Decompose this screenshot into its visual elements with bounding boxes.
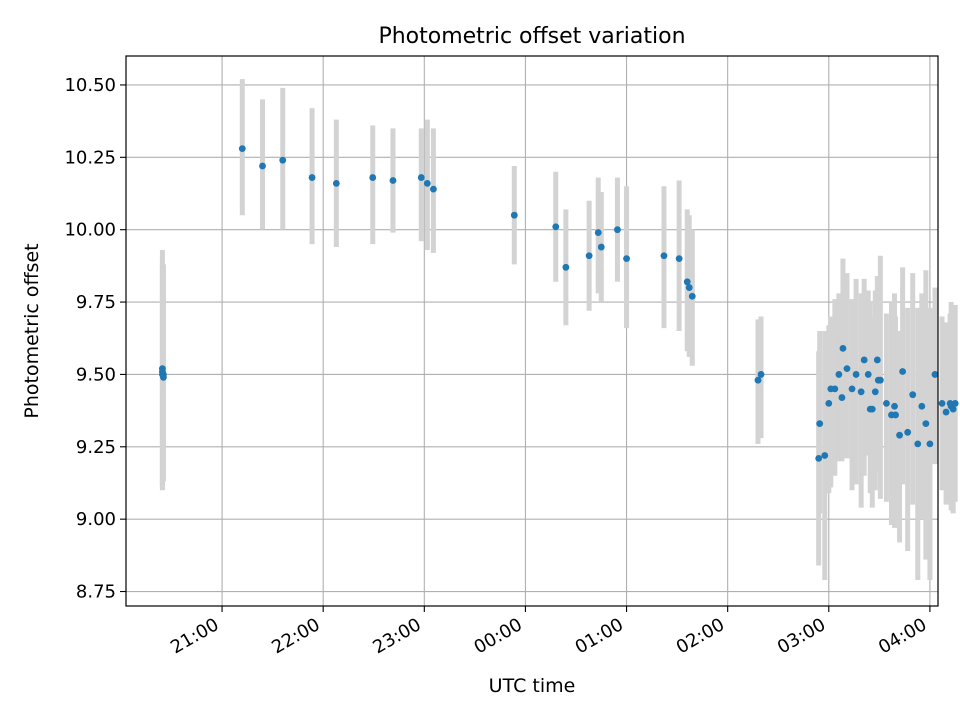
data-point bbox=[904, 428, 912, 436]
data-point bbox=[949, 405, 957, 413]
data-point bbox=[159, 371, 166, 378]
data-point bbox=[909, 391, 917, 399]
plot-frame bbox=[125, 55, 939, 607]
data-point bbox=[835, 371, 843, 378]
data-point bbox=[562, 263, 570, 271]
data-point bbox=[430, 185, 437, 193]
data-point bbox=[848, 385, 856, 393]
data-point bbox=[951, 399, 959, 407]
data-point bbox=[839, 344, 847, 352]
data-point bbox=[585, 252, 593, 260]
data-point bbox=[852, 371, 860, 378]
y-tick-label: 9.25 bbox=[76, 437, 116, 458]
y-tick-label: 10.00 bbox=[64, 220, 116, 241]
data-point bbox=[660, 252, 668, 260]
data-point bbox=[843, 365, 851, 373]
data-point bbox=[417, 174, 425, 181]
data-point bbox=[675, 255, 683, 263]
data-point bbox=[922, 420, 930, 428]
y-tick-label: 9.00 bbox=[76, 509, 116, 530]
data-point bbox=[831, 385, 839, 393]
data-point bbox=[873, 356, 881, 364]
data-point bbox=[510, 211, 518, 219]
y-ticks: 8.75 9.00 9.25 9.50 9.75 10.00 10.25 10.50 bbox=[64, 75, 126, 603]
data-point bbox=[860, 356, 868, 364]
data-point bbox=[942, 408, 950, 416]
data-point bbox=[876, 376, 884, 384]
data-point bbox=[868, 405, 876, 413]
data-point bbox=[914, 440, 922, 448]
data-point bbox=[892, 411, 899, 419]
data-point bbox=[332, 179, 340, 187]
data-point bbox=[614, 226, 621, 234]
data-point bbox=[552, 223, 560, 231]
data-point bbox=[918, 402, 926, 410]
data-point bbox=[931, 371, 939, 378]
y-axis-label: Photometric offset bbox=[21, 243, 43, 418]
data-point bbox=[279, 156, 287, 164]
data-point bbox=[899, 368, 907, 375]
data-point bbox=[308, 174, 316, 181]
data-point bbox=[815, 454, 823, 462]
data-point bbox=[816, 420, 824, 428]
data-point bbox=[891, 402, 898, 410]
data-point bbox=[389, 177, 397, 184]
data-point bbox=[259, 162, 266, 170]
data-point bbox=[871, 388, 879, 396]
data-point bbox=[369, 174, 377, 181]
data-point bbox=[754, 376, 762, 384]
data-point bbox=[683, 278, 691, 286]
y-tick-label: 8.75 bbox=[76, 582, 116, 603]
data-point bbox=[883, 399, 890, 407]
data-point bbox=[423, 179, 431, 187]
y-tick-label: 10.50 bbox=[64, 75, 116, 96]
data-point bbox=[623, 255, 630, 263]
data-point bbox=[597, 243, 605, 251]
grid bbox=[126, 56, 938, 606]
data-point bbox=[757, 371, 765, 378]
data-point bbox=[821, 452, 829, 459]
data-point bbox=[685, 284, 693, 291]
x-axis-label: UTC time bbox=[489, 675, 576, 697]
data-point bbox=[926, 440, 934, 448]
data-points bbox=[159, 145, 959, 462]
y-tick-label: 10.25 bbox=[64, 147, 116, 168]
data-point bbox=[594, 229, 602, 236]
y-tick-label: 9.75 bbox=[76, 292, 116, 313]
data-point bbox=[857, 388, 865, 396]
data-point bbox=[825, 399, 833, 407]
data-point bbox=[938, 399, 946, 407]
data-point bbox=[688, 292, 696, 300]
data-point bbox=[896, 431, 903, 439]
chart-title: Photometric offset variation bbox=[378, 24, 685, 49]
data-point bbox=[838, 394, 846, 401]
data-point bbox=[864, 371, 872, 378]
y-tick-label: 9.50 bbox=[76, 364, 116, 385]
data-point bbox=[238, 145, 246, 153]
